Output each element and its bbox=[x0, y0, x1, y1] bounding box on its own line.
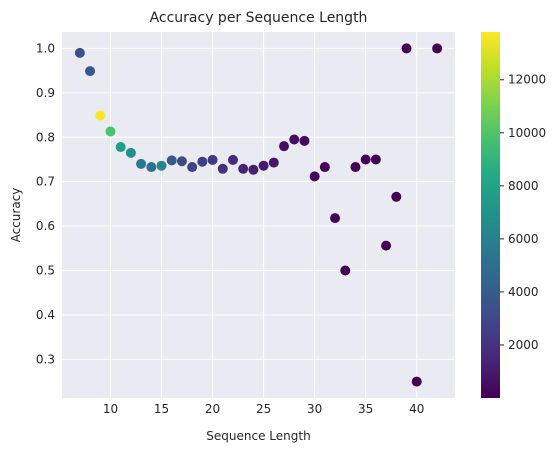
x-tick-label: 25 bbox=[256, 402, 271, 416]
data-point bbox=[391, 191, 402, 202]
data-point bbox=[330, 213, 341, 224]
data-point bbox=[105, 126, 116, 137]
data-point bbox=[146, 162, 157, 173]
data-point bbox=[411, 376, 422, 387]
data-point bbox=[176, 156, 187, 167]
y-tick-label: 1.0 bbox=[36, 41, 55, 55]
y-tick-label: 0.4 bbox=[36, 308, 55, 322]
data-point bbox=[401, 43, 412, 54]
data-point bbox=[125, 147, 136, 158]
y-tick-label: 0.6 bbox=[36, 219, 55, 233]
data-point bbox=[319, 162, 330, 173]
data-point bbox=[207, 154, 218, 165]
data-point bbox=[279, 141, 290, 152]
y-tick-label: 0.7 bbox=[36, 175, 55, 189]
data-point bbox=[197, 156, 208, 167]
y-tick-label: 0.9 bbox=[36, 86, 55, 100]
data-point bbox=[268, 157, 279, 168]
x-tick-label: 30 bbox=[307, 402, 322, 416]
data-point bbox=[156, 160, 167, 171]
colorbar-tick-label: 6000 bbox=[508, 232, 539, 246]
y-tick-labels: 0.3 0.4 0.5 0.6 0.7 0.8 0.9 1.0 bbox=[36, 41, 55, 366]
data-point bbox=[227, 154, 238, 165]
data-points bbox=[74, 43, 443, 387]
x-tick-label: 10 bbox=[103, 402, 118, 416]
data-point bbox=[350, 162, 361, 173]
x-tick-label: 15 bbox=[154, 402, 169, 416]
data-point bbox=[340, 265, 351, 276]
data-point bbox=[238, 163, 249, 174]
data-point bbox=[74, 47, 85, 58]
data-point bbox=[187, 162, 198, 173]
colorbar-tick-labels: 2000 4000 6000 8000 10000 12000 bbox=[500, 73, 546, 352]
y-tick-label: 0.8 bbox=[36, 130, 55, 144]
data-point bbox=[248, 164, 259, 175]
data-point bbox=[289, 134, 300, 145]
data-point bbox=[309, 171, 320, 182]
y-tick-label: 0.5 bbox=[36, 264, 55, 278]
data-point bbox=[432, 43, 443, 54]
colorbar bbox=[481, 32, 500, 398]
colorbar-tick-label: 2000 bbox=[508, 338, 539, 352]
data-point bbox=[258, 160, 269, 171]
data-point bbox=[370, 154, 381, 165]
plot-area bbox=[62, 32, 455, 398]
y-tick-label: 0.3 bbox=[36, 352, 55, 366]
colorbar-tick-label: 4000 bbox=[508, 285, 539, 299]
data-point bbox=[85, 66, 96, 77]
grid-lines bbox=[62, 32, 455, 398]
y-axis-label: Accuracy bbox=[9, 188, 23, 243]
data-point bbox=[381, 240, 392, 251]
data-point bbox=[217, 163, 228, 174]
colorbar-tick-label: 12000 bbox=[508, 73, 546, 87]
data-point bbox=[95, 110, 106, 121]
x-tick-label: 40 bbox=[409, 402, 424, 416]
data-point bbox=[136, 158, 147, 169]
data-point bbox=[115, 142, 126, 153]
colorbar-tick-label: 10000 bbox=[508, 126, 546, 140]
data-point bbox=[166, 155, 177, 166]
data-point bbox=[299, 135, 310, 146]
colorbar-tick-label: 8000 bbox=[508, 179, 539, 193]
x-axis-label: Sequence Length bbox=[206, 429, 310, 443]
x-tick-labels: 10 15 20 25 30 35 40 bbox=[103, 402, 425, 416]
x-tick-label: 20 bbox=[205, 402, 220, 416]
x-tick-label: 35 bbox=[358, 402, 373, 416]
data-point bbox=[360, 154, 371, 165]
chart-title: Accuracy per Sequence Length bbox=[150, 10, 368, 26]
